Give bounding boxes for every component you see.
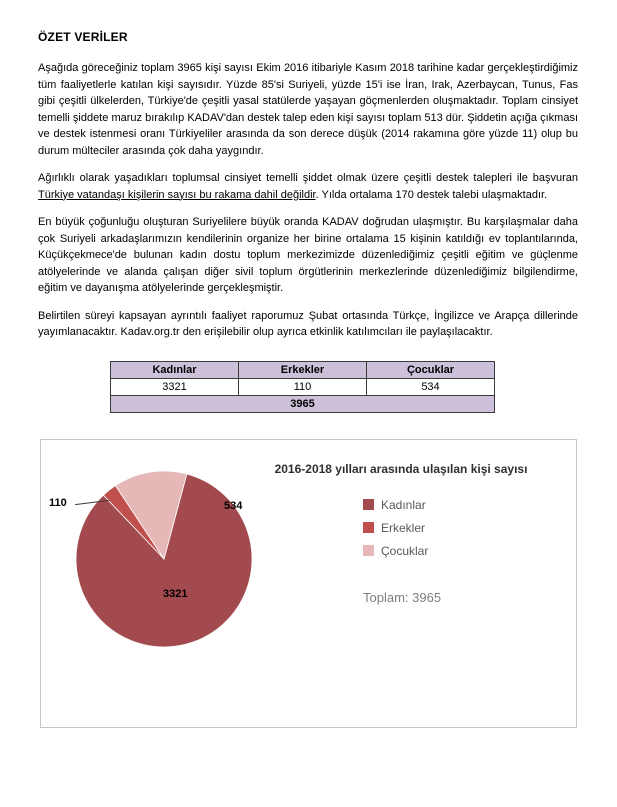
paragraph-2-text-end: . Yılda ortalama 170 destek talebi ulaşm… — [315, 188, 548, 201]
chart-title: 2016-2018 yılları arasında ulaşılan kişi… — [274, 461, 528, 476]
legend-label-erkekler: Erkekler — [381, 520, 426, 535]
legend-label-kadinlar: Kadınlar — [381, 497, 426, 512]
summary-table: Kadınlar Erkekler Çocuklar 3321 110 534 … — [110, 360, 495, 413]
table-cell-kadinlar: 3321 — [110, 377, 239, 396]
chart-total: Toplam: 3965 — [363, 589, 442, 605]
pie-label-kadinlar: 3321 — [163, 587, 188, 600]
legend-swatch-erkekler — [363, 522, 374, 533]
summary-table-total-row: 3965 — [110, 394, 495, 413]
table-header-kadinlar: Kadınlar — [110, 360, 239, 379]
pie-label-cocuklar: 534 — [224, 499, 243, 512]
chart-legend: Kadınlar Erkekler Çocuklar — [363, 498, 428, 567]
paragraph-2-text-start: Ağırlıklı olarak yaşadıkları toplumsal c… — [38, 172, 578, 184]
paragraph-4: Belirtilen süreyi kapsayan ayrıntılı faa… — [38, 309, 578, 339]
summary-table-values-row: 3321 110 534 — [110, 377, 495, 396]
paragraph-2: Ağırlıklı olarak yaşadıkları toplumsal c… — [38, 170, 578, 203]
legend-item-kadinlar: Kadınlar — [363, 498, 428, 512]
paragraph-3: En büyük çoğunluğu oluşturan Suriyeliler… — [38, 216, 578, 294]
page-title: ÖZET VERİLER — [38, 30, 128, 44]
legend-label-cocuklar: Çocuklar — [381, 543, 429, 558]
legend-item-erkekler: Erkekler — [363, 521, 428, 535]
paragraph-1: Aşağıda göreceğiniz toplam 3965 kişi say… — [38, 62, 578, 157]
table-cell-total: 3965 — [110, 394, 495, 413]
legend-swatch-kadinlar — [363, 499, 374, 510]
pie-slice-kadinlar — [75, 473, 253, 647]
table-cell-erkekler: 110 — [238, 377, 367, 396]
paragraph-2-underlined-text: Türkiye vatandaşı kişilerin sayısı bu ra… — [38, 188, 316, 201]
table-cell-cocuklar: 534 — [366, 377, 495, 396]
pie-label-erkekler: 110 — [49, 496, 67, 509]
legend-item-cocuklar: Çocuklar — [363, 544, 428, 558]
pie-slice-cocuklar — [114, 470, 188, 560]
table-header-erkekler: Erkekler — [238, 360, 367, 379]
legend-swatch-cocuklar — [363, 545, 374, 556]
pie-chart — [75, 470, 253, 647]
summary-table-header-row: Kadınlar Erkekler Çocuklar — [110, 360, 495, 379]
table-header-cocuklar: Çocuklar — [366, 360, 495, 379]
chart-container: 2016-2018 yılları arasında ulaşılan kişi… — [40, 438, 577, 728]
